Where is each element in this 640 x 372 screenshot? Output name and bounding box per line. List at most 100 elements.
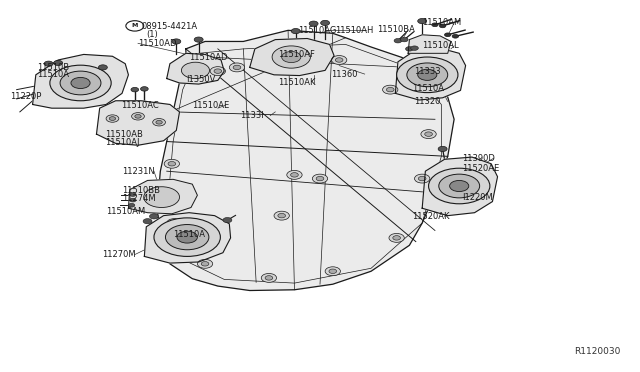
Circle shape [429,168,490,204]
Text: 11510AM: 11510AM [106,207,145,216]
Circle shape [407,63,448,87]
Text: 11510A: 11510A [37,70,69,79]
Circle shape [312,174,328,183]
Circle shape [282,51,301,62]
Text: 11510AG: 11510AG [298,26,336,35]
Text: 11520AE: 11520AE [462,164,499,173]
Circle shape [332,55,347,64]
Circle shape [154,218,220,256]
Circle shape [214,69,221,73]
Circle shape [394,38,402,43]
Circle shape [316,176,324,181]
Circle shape [44,61,53,66]
Text: R1120030: R1120030 [574,347,620,356]
Circle shape [418,19,427,24]
Text: 11510A: 11510A [173,230,205,240]
Circle shape [389,234,404,242]
Text: 11333: 11333 [415,67,441,76]
Polygon shape [408,35,451,53]
Polygon shape [33,54,129,108]
Text: 11510AE: 11510AE [192,101,230,110]
Text: 11510AM: 11510AM [422,19,461,28]
Polygon shape [97,101,179,145]
Circle shape [325,267,340,276]
Circle shape [166,225,209,250]
Circle shape [54,60,63,65]
Text: 11510BB: 11510BB [122,186,160,195]
Circle shape [406,46,413,51]
Circle shape [335,58,343,62]
Text: 11320: 11320 [415,97,441,106]
Circle shape [421,130,436,138]
Circle shape [164,159,179,168]
Circle shape [452,35,459,38]
Text: M: M [132,23,138,28]
Circle shape [129,203,135,207]
Circle shape [167,219,182,228]
Circle shape [150,214,159,219]
Circle shape [71,77,90,89]
Text: 11220P: 11220P [10,92,42,101]
Circle shape [153,119,166,126]
Polygon shape [129,179,197,214]
Text: 11510B: 11510B [37,63,69,72]
Circle shape [278,214,285,218]
Circle shape [106,115,119,122]
Circle shape [401,37,408,42]
Text: 11510AB: 11510AB [105,130,143,140]
Circle shape [156,121,163,124]
Circle shape [432,23,438,27]
Text: 11510AH: 11510AH [335,26,373,35]
Circle shape [287,170,302,179]
Polygon shape [396,48,466,100]
Circle shape [144,187,179,208]
Text: 11510AD: 11510AD [138,39,177,48]
Circle shape [440,24,446,28]
Circle shape [109,117,116,121]
Circle shape [233,65,241,70]
Circle shape [387,87,394,92]
Text: 11510AF: 11510AF [278,50,316,59]
Circle shape [60,71,101,95]
Circle shape [131,87,139,92]
Circle shape [197,259,212,268]
Text: 11510AJ: 11510AJ [105,138,140,147]
Circle shape [261,273,276,282]
Circle shape [445,33,451,37]
Polygon shape [157,31,454,291]
Circle shape [181,62,209,78]
Circle shape [201,262,209,266]
Text: 11520AK: 11520AK [412,212,449,221]
Text: 08915-4421A: 08915-4421A [141,22,197,31]
Text: 11510AC: 11510AC [121,101,159,110]
Circle shape [130,193,136,196]
Circle shape [135,115,141,118]
Circle shape [141,87,148,91]
Circle shape [172,39,180,44]
Polygon shape [250,38,334,76]
Circle shape [425,132,433,137]
Circle shape [383,85,398,94]
Circle shape [50,65,111,101]
Circle shape [450,180,468,192]
Circle shape [419,176,426,181]
Circle shape [418,69,437,80]
Circle shape [99,65,108,70]
Circle shape [415,174,430,183]
Text: 11270M: 11270M [102,250,135,259]
Circle shape [321,20,330,26]
Text: 11510AD: 11510AD [189,53,228,62]
Text: 11360: 11360 [331,70,357,78]
Circle shape [291,173,298,177]
Circle shape [265,276,273,280]
Circle shape [132,113,145,120]
Polygon shape [145,213,230,263]
Text: 11510BA: 11510BA [378,25,415,34]
Circle shape [411,46,419,50]
Circle shape [126,21,144,31]
Text: 11390D: 11390D [462,154,495,163]
Text: 11510AK: 11510AK [278,78,316,87]
Circle shape [130,198,136,202]
Text: 11510A: 11510A [412,84,444,93]
Circle shape [210,67,225,76]
